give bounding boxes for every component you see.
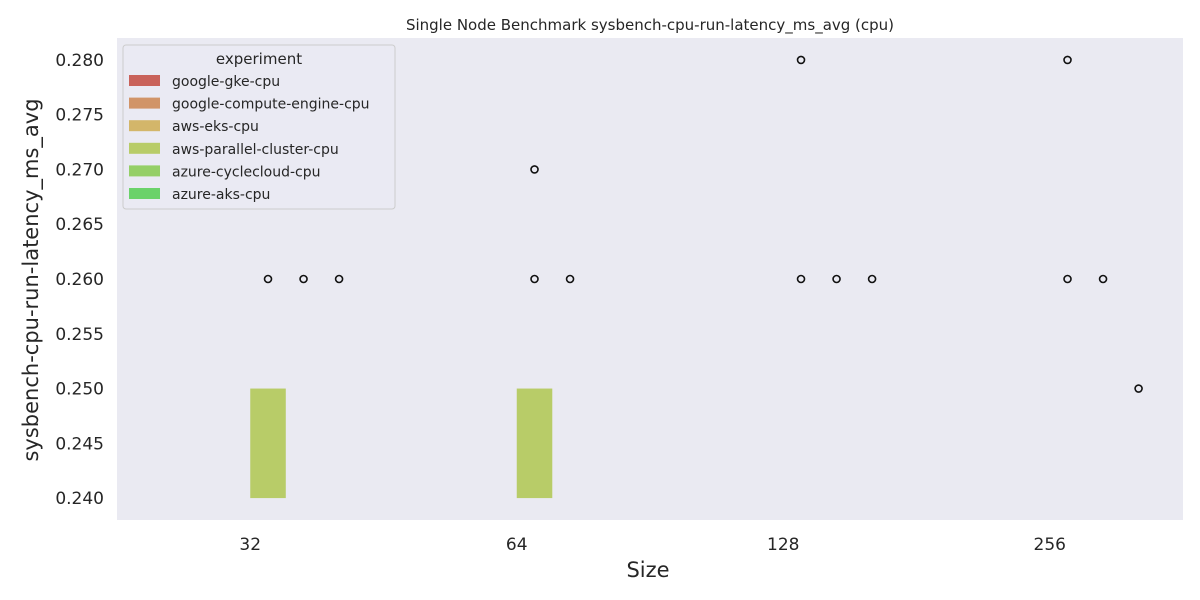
outlier-point bbox=[1063, 55, 1072, 65]
outlier-point bbox=[263, 274, 273, 284]
outlier-point bbox=[565, 274, 575, 284]
outlier-point bbox=[867, 274, 877, 284]
outlier-point bbox=[832, 274, 841, 284]
legend-swatch bbox=[129, 120, 160, 132]
legend-item-label: azure-aks-cpu bbox=[172, 187, 270, 203]
outlier-point bbox=[1063, 274, 1072, 284]
x-axis: 32 64 128 256 bbox=[239, 535, 1066, 555]
bars bbox=[250, 388, 553, 499]
legend-box bbox=[122, 44, 396, 210]
outlier-point bbox=[796, 55, 806, 65]
legend-swatch bbox=[129, 97, 160, 109]
legend-swatch bbox=[129, 165, 160, 177]
y-tick-label: 0.280 bbox=[55, 51, 104, 71]
y-axis: 0.240 0.245 0.250 0.255 0.260 0.265 0.270 0.275… bbox=[55, 51, 104, 509]
y-tick-label: 0.270 bbox=[55, 160, 104, 180]
y-tick-label: 0.255 bbox=[55, 325, 104, 345]
legend: experiment google-gke-cpu google-compute-… bbox=[122, 44, 396, 210]
y-tick-label: 0.240 bbox=[55, 489, 104, 509]
y-tick-label: 0.275 bbox=[55, 106, 104, 126]
chart-title: Single Node Benchmark sysbench-cpu-run-l… bbox=[406, 16, 894, 35]
x-tick-label: 256 bbox=[1034, 535, 1066, 555]
outlier-point bbox=[530, 165, 539, 174]
x-tick-label: 64 bbox=[506, 535, 528, 555]
legend-item-label: azure-cyclecloud-cpu bbox=[172, 164, 321, 180]
legend-swatch bbox=[129, 142, 160, 154]
x-tick-label: 128 bbox=[767, 535, 799, 555]
bar bbox=[516, 388, 553, 499]
legend-swatch bbox=[129, 75, 160, 86]
x-tick-label: 32 bbox=[239, 535, 261, 555]
outlier-point bbox=[1098, 274, 1108, 284]
y-tick-label: 0.245 bbox=[55, 434, 104, 454]
legend-item-label: google-gke-cpu bbox=[172, 74, 280, 90]
legend-item-label: aws-parallel-cluster-cpu bbox=[172, 142, 339, 158]
outlier-point bbox=[1134, 384, 1143, 393]
outlier-points bbox=[263, 55, 1143, 393]
outlier-point bbox=[334, 274, 344, 284]
outlier-point bbox=[530, 274, 539, 284]
legend-title: experiment bbox=[216, 50, 302, 68]
legend-item-label: google-compute-engine-cpu bbox=[172, 97, 370, 113]
x-axis-title: Size bbox=[626, 558, 669, 582]
bar bbox=[250, 388, 286, 499]
y-axis-title: sysbench-cpu-run-latency_ms_avg bbox=[19, 98, 44, 461]
outlier-point bbox=[299, 274, 308, 284]
legend-item-label: aws-eks-cpu bbox=[172, 119, 259, 135]
y-tick-label: 0.250 bbox=[55, 380, 104, 400]
y-tick-label: 0.260 bbox=[55, 270, 104, 290]
legend-swatch bbox=[129, 188, 160, 199]
y-tick-label: 0.265 bbox=[55, 215, 104, 235]
outlier-point bbox=[796, 274, 806, 284]
